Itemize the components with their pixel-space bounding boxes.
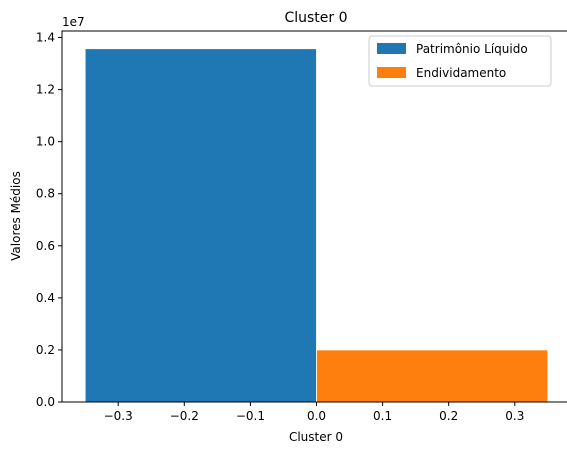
x-tick-label: 0.2 — [439, 409, 458, 423]
bar-1 — [316, 349, 549, 403]
legend-swatch-patrimonio — [377, 43, 406, 54]
y-tick-label: 0.2 — [36, 343, 55, 357]
bar-0 — [84, 48, 317, 403]
legend-label-patrimonio: Patrimônio Líquido — [416, 42, 528, 56]
y-tick-label: 0.8 — [36, 187, 55, 201]
x-tick-label: 0.1 — [373, 409, 392, 423]
legend: Patrimônio Líquido Endividamento — [368, 35, 552, 87]
y-axis: 0.0 0.2 0.4 0.6 0.8 1.0 1.2 1.4 — [36, 31, 62, 409]
x-tick-label: −0.1 — [236, 409, 265, 423]
x-axis: −0.3 −0.2 −0.1 0.0 0.1 0.2 0.3 — [104, 402, 524, 423]
y-tick-label: 1.0 — [36, 135, 55, 149]
x-tick-label: 0.3 — [505, 409, 524, 423]
y-tick-label: 0.0 — [36, 395, 55, 409]
y-offset-label: 1e7 — [62, 15, 85, 29]
x-tick-label: −0.3 — [104, 409, 133, 423]
legend-box — [368, 35, 552, 87]
bars-group — [84, 48, 549, 403]
y-tick-label: 0.6 — [36, 239, 55, 253]
x-axis-label: Cluster 0 — [289, 430, 343, 444]
legend-label-endividamento: Endividamento — [416, 66, 506, 80]
y-tick-label: 1.4 — [36, 31, 55, 45]
chart-title: Cluster 0 — [284, 10, 347, 26]
y-axis-label: Valores Médios — [9, 171, 23, 261]
x-tick-label: −0.2 — [170, 409, 199, 423]
y-tick-label: 0.4 — [36, 291, 55, 305]
y-tick-label: 1.2 — [36, 83, 55, 97]
x-tick-label: 0.0 — [307, 409, 326, 423]
legend-swatch-endividamento — [377, 67, 406, 78]
